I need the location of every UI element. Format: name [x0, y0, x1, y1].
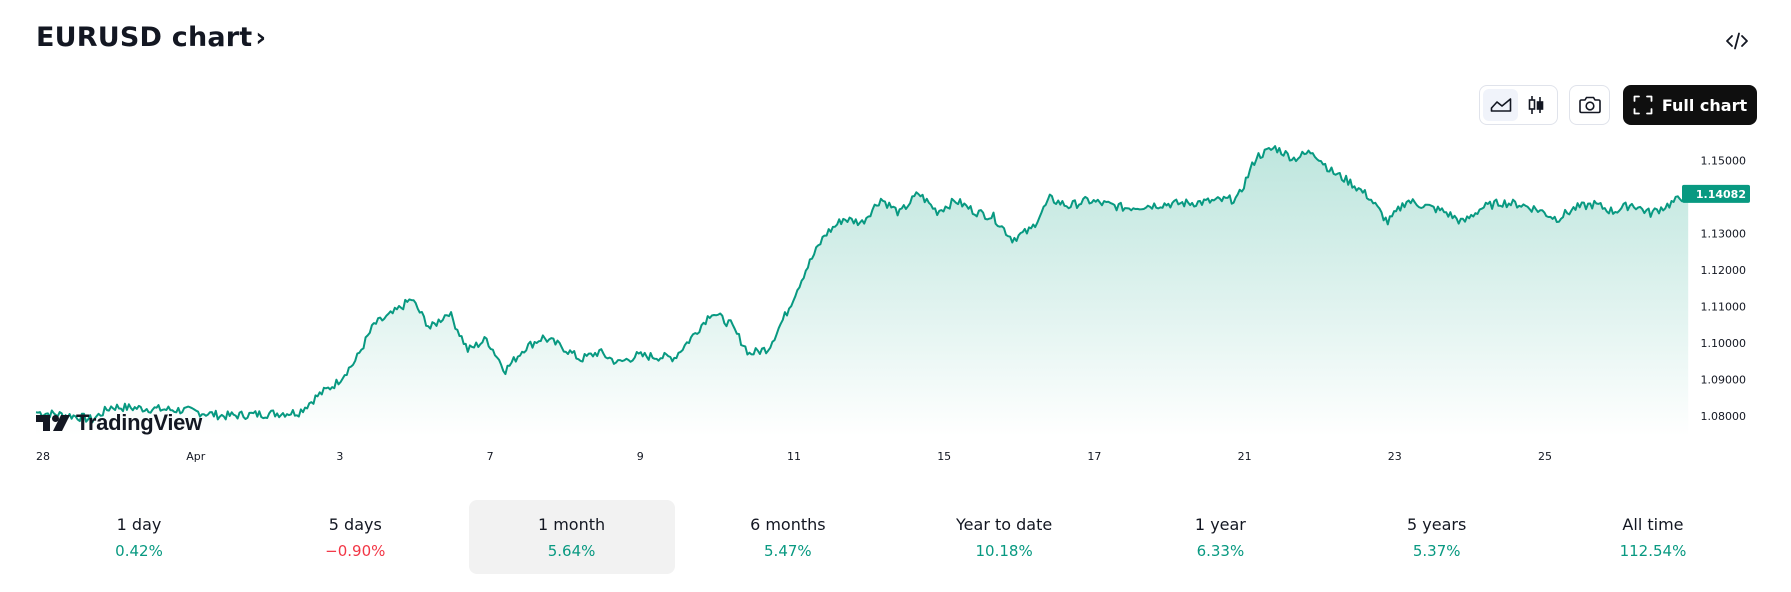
code-icon [1726, 32, 1748, 50]
period-label: 1 day [116, 514, 162, 534]
period-change: 112.54% [1619, 541, 1687, 560]
embed-code-button[interactable] [1720, 26, 1754, 56]
period-label: 1 month [537, 514, 606, 534]
candlestick-icon [1528, 96, 1543, 114]
period-change: −0.90% [325, 541, 386, 560]
y-tick-label: 1.12000 [1701, 264, 1747, 277]
x-tick-label: 23 [1388, 450, 1402, 463]
y-tick-label: 1.15000 [1701, 154, 1747, 167]
period-change: 5.47% [764, 541, 812, 560]
price-chart[interactable]: 1.15000 1.13000 1.12000 1.11000 1.10000 1.090… [0, 130, 1791, 470]
period-label: 6 months [750, 514, 826, 534]
full-chart-label: Full chart [1661, 95, 1748, 115]
period-label: 5 days [328, 514, 382, 534]
period-tab[interactable]: 6 months 5.47% [685, 500, 891, 574]
chevron-right-icon: › [255, 22, 267, 53]
period-tab[interactable]: Year to date 10.18% [901, 500, 1107, 574]
area-style-button[interactable] [1483, 89, 1518, 121]
period-change: 6.33% [1196, 541, 1245, 560]
x-tick-label: 3 [336, 450, 343, 463]
period-tab[interactable]: 1 day 0.42% [36, 500, 242, 574]
page-title[interactable]: EURUSD chart › [36, 22, 266, 53]
logo-text: TradingView [76, 410, 202, 435]
y-tick-label: 1.09000 [1701, 373, 1747, 386]
x-tick-label: 25 [1538, 450, 1552, 463]
period-change: 0.42% [115, 541, 163, 560]
y-tick-label: 1.11000 [1701, 300, 1747, 313]
candle-style-button[interactable] [1518, 89, 1553, 121]
x-tick-label: 7 [487, 450, 494, 463]
tradingview-logo-icon [36, 415, 70, 431]
price-area-fill [36, 146, 1689, 436]
period-tab[interactable]: 1 month 5.64% [468, 500, 675, 574]
period-performance-row: 1 day 0.42% 5 days −0.90% 1 month 5.64% … [36, 500, 1756, 574]
y-tick-label: 1.08000 [1701, 410, 1747, 423]
chart-style-toggle [1479, 85, 1558, 125]
area-chart-icon [1490, 98, 1511, 112]
title-text: EURUSD chart [36, 22, 253, 53]
period-label: 1 year [1194, 514, 1246, 534]
x-tick-label: 9 [637, 450, 644, 463]
snapshot-button[interactable] [1569, 85, 1610, 125]
tradingview-logo: TradingView [36, 410, 202, 436]
period-change: 5.37% [1412, 541, 1461, 560]
period-tab[interactable]: 5 years 5.37% [1334, 500, 1540, 574]
y-tick-label: 1.10000 [1701, 337, 1747, 350]
x-tick-label: 21 [1238, 450, 1252, 463]
x-tick-label: 17 [1087, 450, 1101, 463]
last-price-label: 1.14082 [1696, 188, 1746, 201]
period-tab[interactable]: 5 days −0.90% [252, 500, 458, 574]
period-label: All time [1622, 514, 1684, 534]
y-tick-label: 1.13000 [1701, 227, 1747, 240]
period-tab[interactable]: 1 year 6.33% [1117, 500, 1323, 574]
full-chart-button[interactable]: Full chart [1623, 85, 1757, 125]
period-label: Year to date [956, 514, 1053, 534]
x-tick-label: 28 [36, 450, 50, 463]
fullscreen-icon [1633, 95, 1653, 115]
x-tick-label: 15 [937, 450, 951, 463]
price-line [35, 145, 1689, 424]
period-label: 5 years [1407, 514, 1467, 534]
x-tick-label: 11 [787, 450, 801, 463]
x-tick-label: Apr [186, 450, 206, 463]
camera-icon [1578, 96, 1601, 114]
period-change: 5.64% [547, 541, 596, 560]
period-tab[interactable]: All time 112.54% [1550, 500, 1756, 574]
period-change: 10.18% [975, 541, 1033, 560]
last-price-badge [1682, 184, 1750, 203]
